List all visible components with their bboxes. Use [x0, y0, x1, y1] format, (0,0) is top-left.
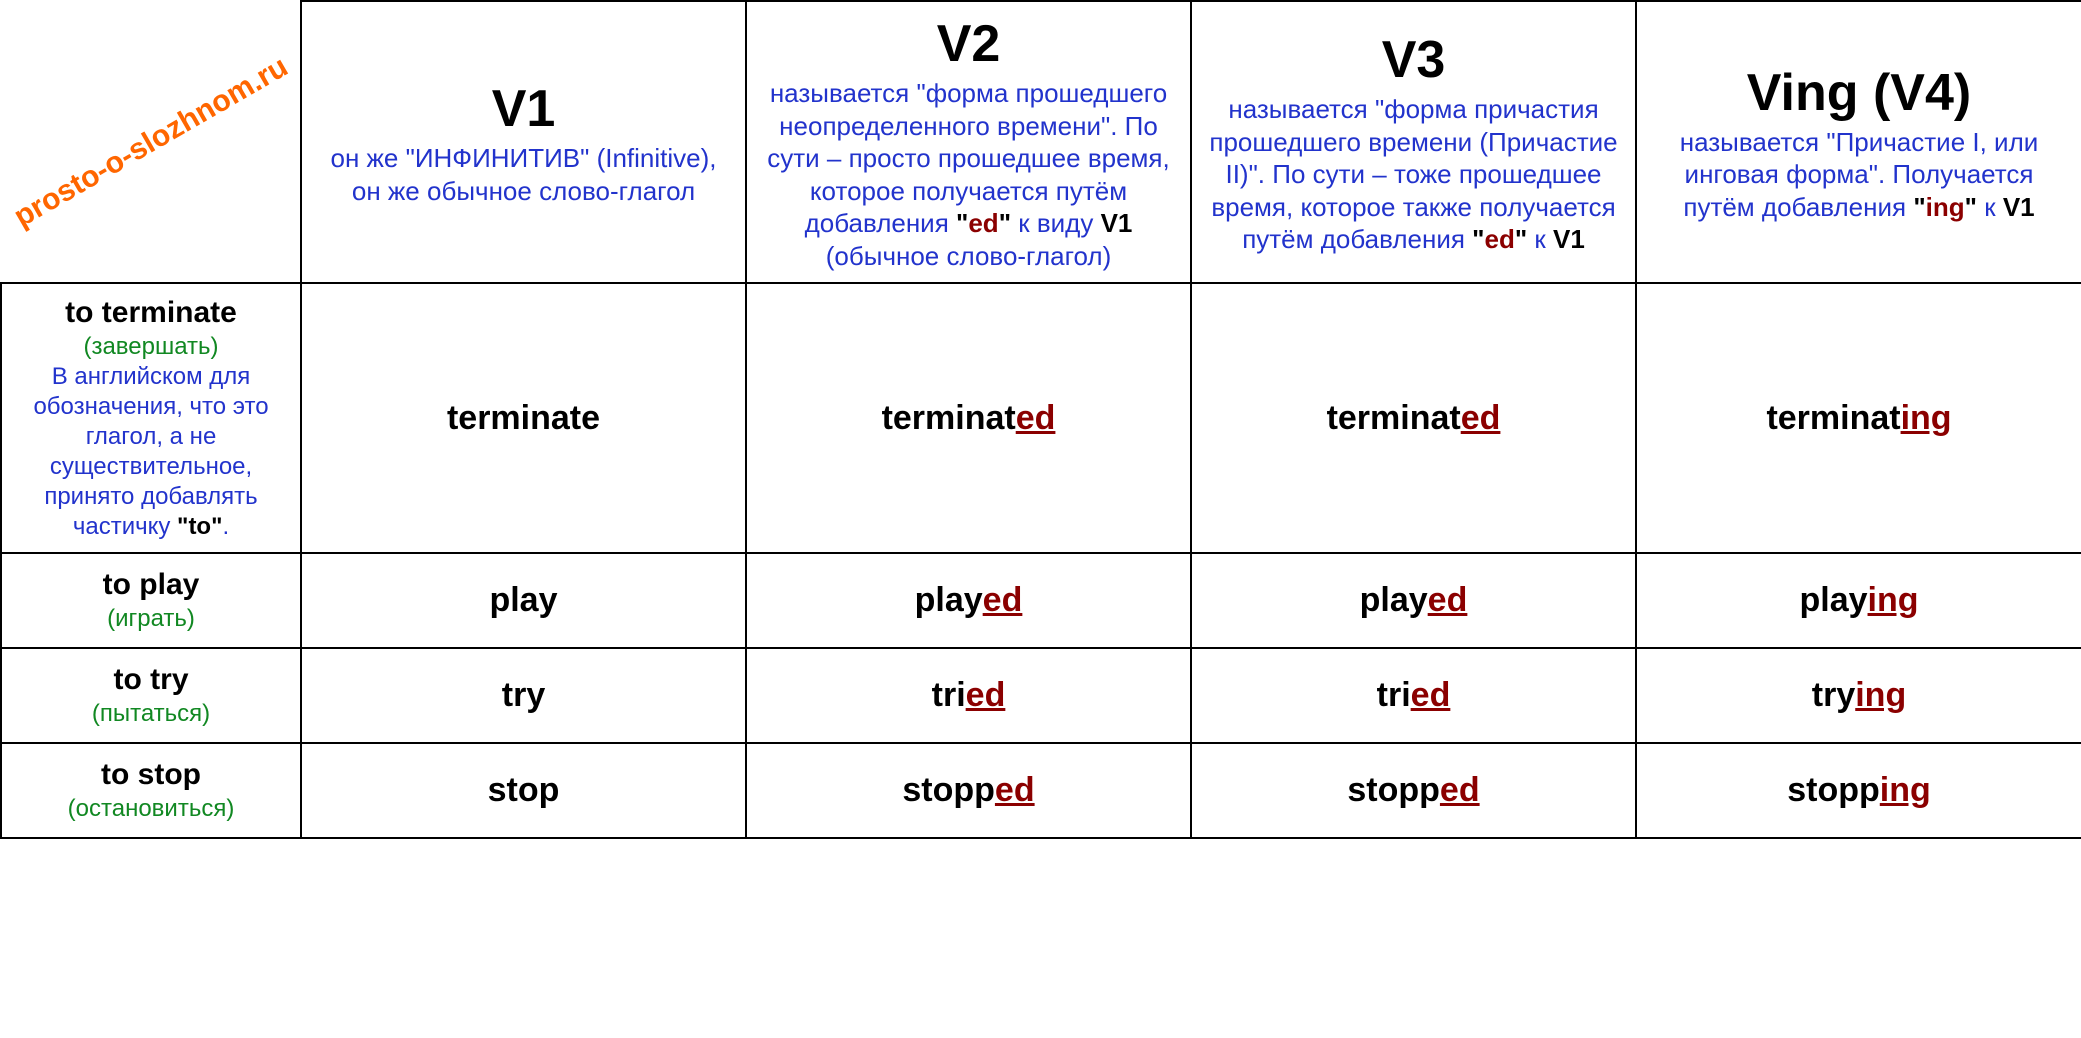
header-v1-title: V1 — [316, 77, 731, 142]
cell-v1: try — [301, 648, 746, 743]
cell-v4: trying — [1636, 648, 2081, 743]
infinitive: to terminate — [16, 294, 286, 332]
row-label: to play (играть) — [1, 553, 301, 648]
header-v4: Ving (V4) называется "Причастие I, или и… — [1636, 1, 2081, 283]
header-v3-desc: называется "форма причастия прошедшего в… — [1206, 93, 1621, 256]
table-header-row: prosto-o-slozhnom.ru V1 он же "ИНФИНИТИВ… — [1, 1, 2081, 283]
cell-v2: stopped — [746, 743, 1191, 838]
header-v2: V2 называется "форма прошедшего неопреде… — [746, 1, 1191, 283]
cell-v1: play — [301, 553, 746, 648]
row-label: to try (пытаться) — [1, 648, 301, 743]
cell-v2: played — [746, 553, 1191, 648]
cell-v2: tried — [746, 648, 1191, 743]
header-v1-desc: он же "ИНФИНИТИВ" (Infinitive), он же об… — [316, 142, 731, 207]
table-row: to stop (остановиться) stop stopped stop… — [1, 743, 2081, 838]
translation: (остановиться) — [16, 794, 286, 824]
translation: (играть) — [16, 604, 286, 634]
header-v4-title: Ving (V4) — [1651, 61, 2067, 126]
cell-v3: terminated — [1191, 283, 1636, 553]
translation: (завершать) — [16, 332, 286, 362]
cell-v1: stop — [301, 743, 746, 838]
header-v4-desc: называется "Причастие I, или инговая фор… — [1651, 126, 2067, 224]
row-label: to stop (остановиться) — [1, 743, 301, 838]
row-note: В английском для обозначения, что это гл… — [16, 362, 286, 542]
table-row: to play (играть) play played played play… — [1, 553, 2081, 648]
row-label: to terminate (завершать) В английском дл… — [1, 283, 301, 553]
cell-v2: terminated — [746, 283, 1191, 553]
header-v2-title: V2 — [761, 12, 1176, 77]
cell-v3: stopped — [1191, 743, 1636, 838]
translation: (пытаться) — [16, 699, 286, 729]
verb-forms-table: prosto-o-slozhnom.ru V1 он же "ИНФИНИТИВ… — [0, 0, 2081, 839]
header-v1: V1 он же "ИНФИНИТИВ" (Infinitive), он же… — [301, 1, 746, 283]
watermark-text: prosto-o-slozhnom.ru — [7, 48, 294, 235]
infinitive: to stop — [16, 756, 286, 794]
cell-v4: terminating — [1636, 283, 2081, 553]
cell-v3: played — [1191, 553, 1636, 648]
header-v3: V3 называется "форма причастия прошедшег… — [1191, 1, 1636, 283]
corner-cell: prosto-o-slozhnom.ru — [1, 1, 301, 283]
infinitive: to play — [16, 566, 286, 604]
infinitive: to try — [16, 661, 286, 699]
cell-v1: terminate — [301, 283, 746, 553]
table-row: to try (пытаться) try tried tried trying — [1, 648, 2081, 743]
cell-v4: stopping — [1636, 743, 2081, 838]
table-row: to terminate (завершать) В английском дл… — [1, 283, 2081, 553]
header-v2-desc: называется "форма прошедшего неопределен… — [761, 77, 1176, 272]
header-v3-title: V3 — [1206, 28, 1621, 93]
cell-v4: playing — [1636, 553, 2081, 648]
cell-v3: tried — [1191, 648, 1636, 743]
